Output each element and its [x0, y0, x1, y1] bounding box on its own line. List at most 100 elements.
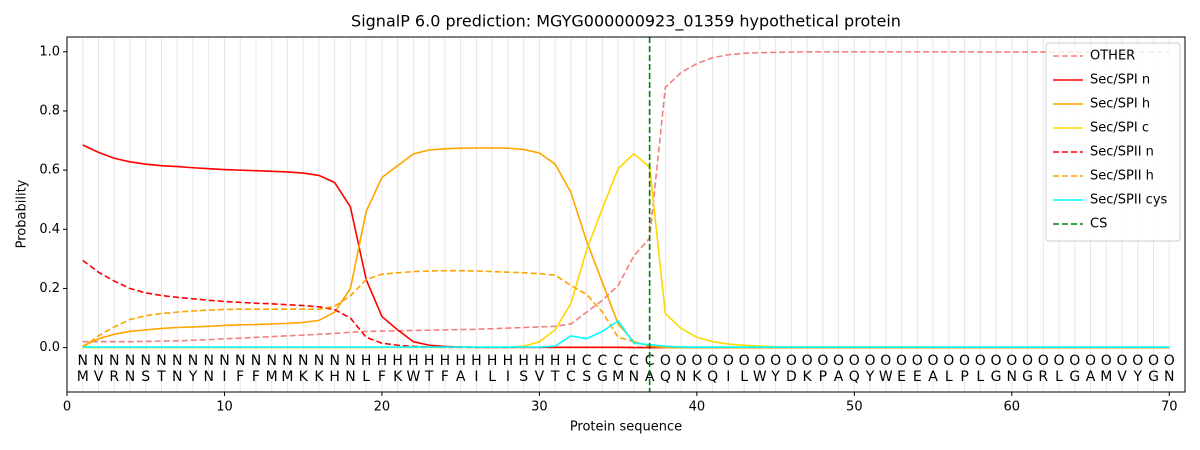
residue: G	[597, 369, 608, 385]
residue: G	[1069, 369, 1080, 385]
x-tick-label: 10	[216, 400, 233, 415]
series-line	[82, 147, 1170, 349]
residue: M	[281, 369, 293, 385]
series-line	[82, 152, 1170, 349]
residue-label: H	[518, 353, 529, 369]
residue-label: H	[487, 353, 498, 369]
residue-label: O	[1101, 353, 1112, 369]
residue-label: O	[833, 353, 844, 369]
residue: V	[1117, 369, 1127, 385]
residue: N	[1164, 369, 1174, 385]
residue: L	[1055, 369, 1063, 385]
residue-label: O	[739, 353, 750, 369]
residue-label: N	[93, 353, 103, 369]
residue: A	[645, 369, 655, 385]
residue: A	[928, 369, 938, 385]
residue-label: O	[817, 353, 828, 369]
residue: L	[976, 369, 984, 385]
chart-title: SignalP 6.0 prediction: MGYG000000923_01…	[351, 12, 901, 32]
residue-label: H	[534, 353, 545, 369]
residue-label: N	[345, 353, 355, 369]
residue: K	[692, 369, 702, 385]
residue: G	[1022, 369, 1033, 385]
series-line	[82, 269, 1170, 349]
x-tick-label: 50	[846, 400, 863, 415]
residue: F	[378, 369, 386, 385]
residue: W	[753, 369, 767, 385]
residue-label: H	[408, 353, 419, 369]
residue-label: C	[613, 353, 623, 369]
residue: F	[252, 369, 260, 385]
residue: Y	[770, 369, 780, 385]
residue: I	[726, 369, 730, 385]
residue-label: H	[377, 353, 388, 369]
legend-box	[1045, 42, 1181, 242]
residue: R	[1038, 369, 1048, 385]
residue-label: O	[1022, 353, 1033, 369]
residue: P	[960, 369, 968, 385]
legend-label: Sec/SPI n	[1090, 73, 1150, 88]
residue-label: O	[928, 353, 939, 369]
residue-label: H	[471, 353, 482, 369]
x-tick-label: 30	[531, 400, 548, 415]
legend-label: CS	[1090, 217, 1107, 232]
residue-label: O	[991, 353, 1002, 369]
y-tick-label: 0.2	[39, 281, 60, 296]
residue: K	[802, 369, 812, 385]
plot-frame	[66, 36, 1186, 393]
residue: W	[407, 369, 421, 385]
x-tick-label: 0	[63, 400, 71, 415]
legend-label: Sec/SPII cys	[1090, 193, 1168, 208]
residue: F	[236, 369, 244, 385]
residue: Q	[849, 369, 860, 385]
residue: N	[676, 369, 686, 385]
y-tick-label: 1.0	[39, 44, 60, 59]
residue: K	[393, 369, 403, 385]
residue-label: N	[298, 353, 308, 369]
residue: L	[488, 369, 496, 385]
residue-label: N	[219, 353, 229, 369]
residue: T	[550, 369, 560, 385]
residue-label: O	[1069, 353, 1080, 369]
residue-label: O	[1054, 353, 1065, 369]
residue-label: O	[1006, 353, 1017, 369]
residue: Y	[865, 369, 875, 385]
residue-label: H	[550, 353, 561, 369]
residue: C	[566, 369, 576, 385]
residue: W	[879, 369, 893, 385]
residue-label: H	[424, 353, 435, 369]
residue: N	[629, 369, 639, 385]
residue-label: N	[109, 353, 119, 369]
x-tick-label: 70	[1161, 400, 1178, 415]
residue-label: O	[1148, 353, 1159, 369]
residue-label: O	[1116, 353, 1127, 369]
residue-label: H	[361, 353, 372, 369]
residue: I	[474, 369, 478, 385]
residue: Y	[188, 369, 198, 385]
residue: E	[897, 369, 906, 385]
residue-label: O	[896, 353, 907, 369]
residue: M	[266, 369, 278, 385]
residue-label: N	[282, 353, 292, 369]
residue: Q	[660, 369, 671, 385]
residue: V	[535, 369, 545, 385]
residue-label: O	[975, 353, 986, 369]
residue-label: O	[723, 353, 734, 369]
residue-label: H	[566, 353, 577, 369]
residue: S	[582, 369, 591, 385]
residue: K	[299, 369, 309, 385]
residue-label: N	[235, 353, 245, 369]
x-tick-label: 20	[374, 400, 391, 415]
residue-label: N	[329, 353, 339, 369]
residue-label: O	[802, 353, 813, 369]
legend-label: Sec/SPI h	[1090, 97, 1150, 112]
residue: F	[441, 369, 449, 385]
residue: D	[786, 369, 797, 385]
residue: I	[222, 369, 226, 385]
x-axis-label: Protein sequence	[570, 420, 682, 435]
y-tick-label: 0.0	[39, 340, 60, 355]
residue: S	[141, 369, 150, 385]
residue: G	[1148, 369, 1159, 385]
legend-label: Sec/SPII h	[1090, 169, 1154, 184]
